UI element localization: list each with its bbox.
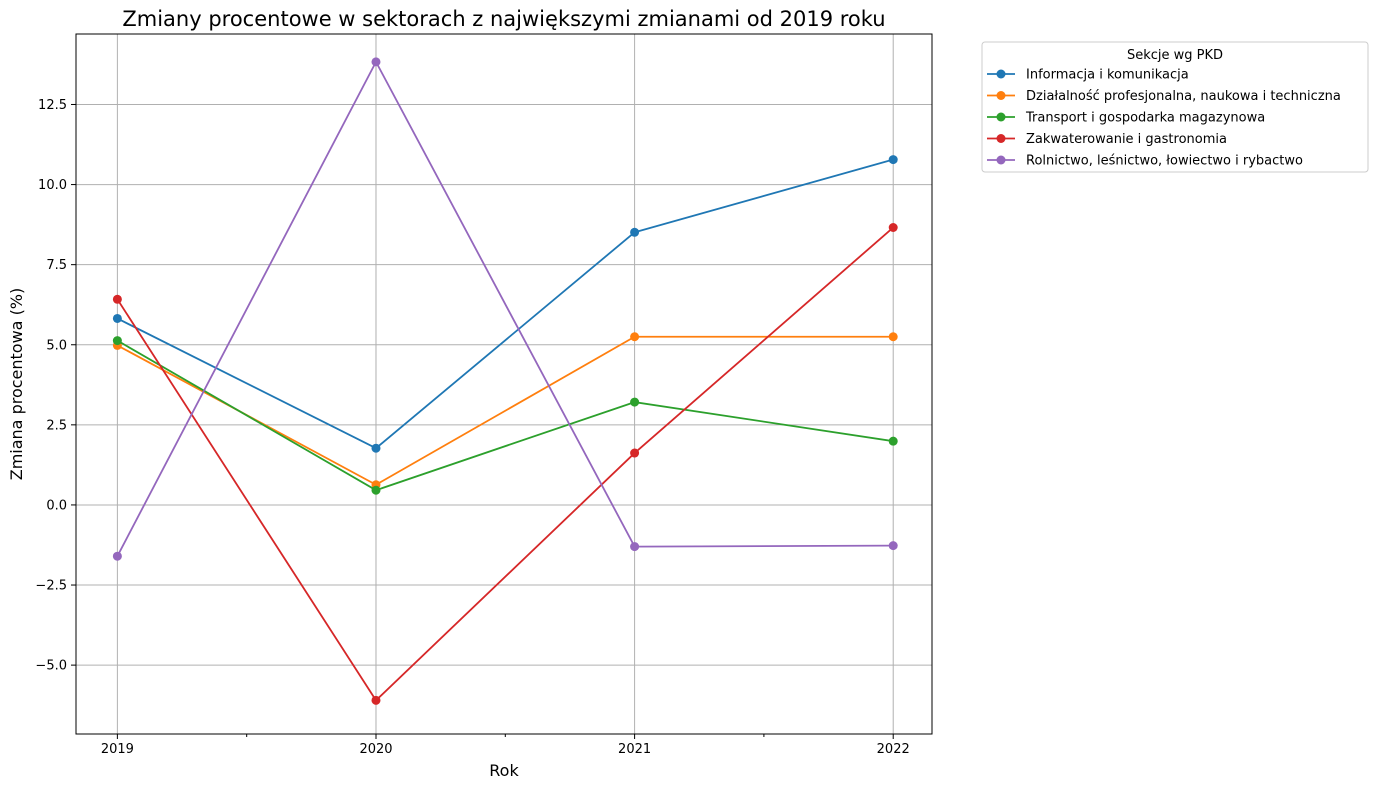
data-point <box>630 448 640 458</box>
y-axis-title: Zmiana procentowa (%) <box>7 288 26 481</box>
series-line <box>116 335 894 486</box>
data-point <box>112 294 122 304</box>
data-point <box>888 436 898 446</box>
legend-marker <box>996 112 1006 122</box>
data-point <box>371 695 381 705</box>
y-tick-label: 10.0 <box>38 178 67 193</box>
legend-title: Sekcje wg PKD <box>1127 48 1223 63</box>
series-line <box>116 226 894 702</box>
x-tick-label: 2019 <box>101 742 134 757</box>
legend-label: Zakwaterowanie i gastronomia <box>1026 132 1227 147</box>
tick-layer: −5.0 −2.5 0.0 2.5 5.0 7.5 10.0 12.5 2019 2020 2021… <box>35 98 909 757</box>
y-tick-label: −2.5 <box>35 579 67 594</box>
x-tick-label: 2022 <box>877 742 910 757</box>
x-tick-label: 2020 <box>359 742 392 757</box>
series-0 <box>112 155 898 453</box>
legend-entry: Transport i gospodarka magazynowa <box>987 111 1265 126</box>
legend-marker <box>996 69 1006 79</box>
legend-frame <box>981 41 1369 173</box>
series-line <box>116 339 894 492</box>
series-2 <box>112 336 898 495</box>
data-point <box>371 443 381 453</box>
data-point <box>630 397 640 407</box>
series-3 <box>112 223 898 705</box>
series-4 <box>112 57 898 561</box>
legend-marker <box>996 91 1006 100</box>
data-point <box>630 542 640 552</box>
grid-layer <box>76 34 932 734</box>
legend-entries: Informacja i komunikacja Działalność prof… <box>987 68 1341 169</box>
series-1 <box>112 332 898 490</box>
data-point <box>112 336 122 346</box>
series-line <box>116 60 894 557</box>
y-tick-label: 2.5 <box>46 418 67 433</box>
legend-entry: Zakwaterowanie i gastronomia <box>987 132 1227 147</box>
data-point <box>112 551 122 561</box>
data-point <box>630 332 640 342</box>
legend-label: Informacja i komunikacja <box>1026 68 1189 83</box>
legend: Sekcje wg PKD Informacja i komunikacja Dz… <box>981 41 1369 173</box>
y-tick-label: 0.0 <box>46 498 67 513</box>
data-point <box>888 332 898 342</box>
legend-label: Transport i gospodarka magazynowa <box>1025 111 1265 126</box>
data-point <box>630 227 640 237</box>
legend-entry: Informacja i komunikacja <box>987 68 1189 83</box>
chart-title: Zmiany procentowe w sektorach z najwięks… <box>122 7 885 31</box>
data-point <box>371 485 381 495</box>
data-point <box>888 541 898 551</box>
data-point <box>888 223 898 233</box>
data-point <box>371 57 381 67</box>
data-point <box>888 155 898 165</box>
y-tick-label: 12.5 <box>38 98 67 113</box>
y-tick-label: 7.5 <box>46 258 67 273</box>
legend-entry: Działalność profesjonalna, naukowa i tec… <box>987 89 1341 104</box>
y-tick-label: 5.0 <box>46 338 67 353</box>
plot-frame <box>75 33 933 735</box>
legend-entry: Rolnictwo, leśnictwo, łowiectwo i rybact… <box>987 154 1303 169</box>
series-layer <box>112 57 898 705</box>
legend-marker <box>996 155 1006 165</box>
legend-label: Rolnictwo, leśnictwo, łowiectwo i rybact… <box>1026 154 1303 169</box>
data-point <box>112 313 122 323</box>
x-axis-title: Rok <box>489 761 519 780</box>
legend-label: Działalność profesjonalna, naukowa i tec… <box>1026 89 1341 104</box>
series-line <box>116 158 894 450</box>
legend-marker <box>996 134 1006 143</box>
y-tick-label: −5.0 <box>35 659 67 674</box>
x-tick-label: 2021 <box>618 742 651 757</box>
